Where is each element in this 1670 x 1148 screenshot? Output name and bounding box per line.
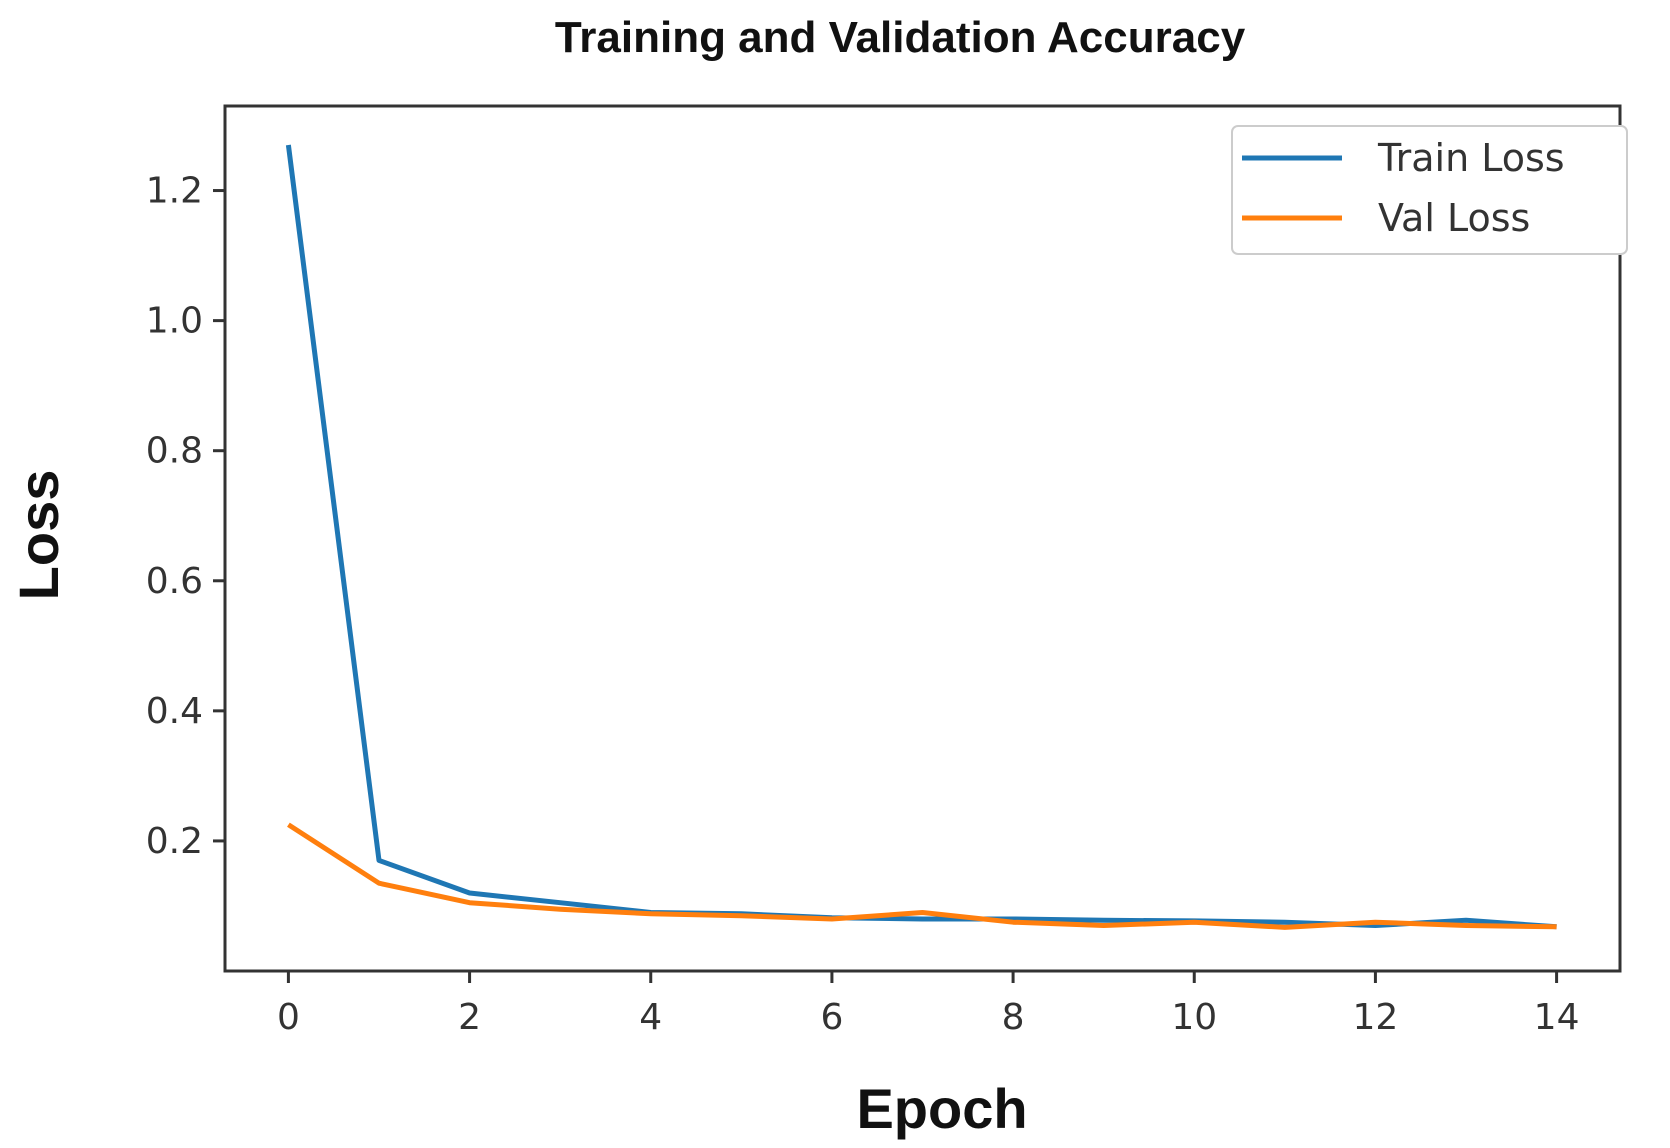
y-axis-label: Loss xyxy=(7,470,70,601)
chart-title: Training and Validation Accuracy xyxy=(555,13,1246,62)
y-tick-label: 1.0 xyxy=(146,301,203,342)
series-lines xyxy=(285,144,1557,930)
x-tick-label: 0 xyxy=(277,997,300,1038)
y-tick-label: 1.2 xyxy=(146,171,203,212)
x-tick-label: 2 xyxy=(458,997,481,1038)
y-tick-label: 0.8 xyxy=(146,431,203,472)
series-line-train-loss xyxy=(285,144,1557,930)
x-tick-label: 6 xyxy=(820,997,843,1038)
legend: Train Loss Val Loss xyxy=(1231,125,1628,255)
y-axis-ticks: 0.2 0.4 0.6 0.8 1.0 1.2 xyxy=(146,171,225,862)
x-tick-label: 12 xyxy=(1353,997,1399,1038)
legend-label-val-loss: Val Loss xyxy=(1378,196,1530,240)
x-tick-label: 14 xyxy=(1534,997,1580,1038)
x-tick-label: 4 xyxy=(639,997,662,1038)
x-tick-label: 10 xyxy=(1171,997,1217,1038)
legend-label-train-loss: Train Loss xyxy=(1377,136,1565,180)
y-tick-label: 0.2 xyxy=(146,821,203,862)
y-tick-label: 0.6 xyxy=(146,561,203,602)
x-axis-ticks: 0 2 4 6 8 10 12 14 xyxy=(277,971,1580,1038)
y-tick-label: 0.4 xyxy=(146,691,203,732)
plot-area-frame xyxy=(223,104,1622,973)
x-tick-label: 8 xyxy=(1002,997,1025,1038)
x-axis-label: Epoch xyxy=(856,1077,1027,1140)
series-line-val-loss xyxy=(287,822,1557,930)
